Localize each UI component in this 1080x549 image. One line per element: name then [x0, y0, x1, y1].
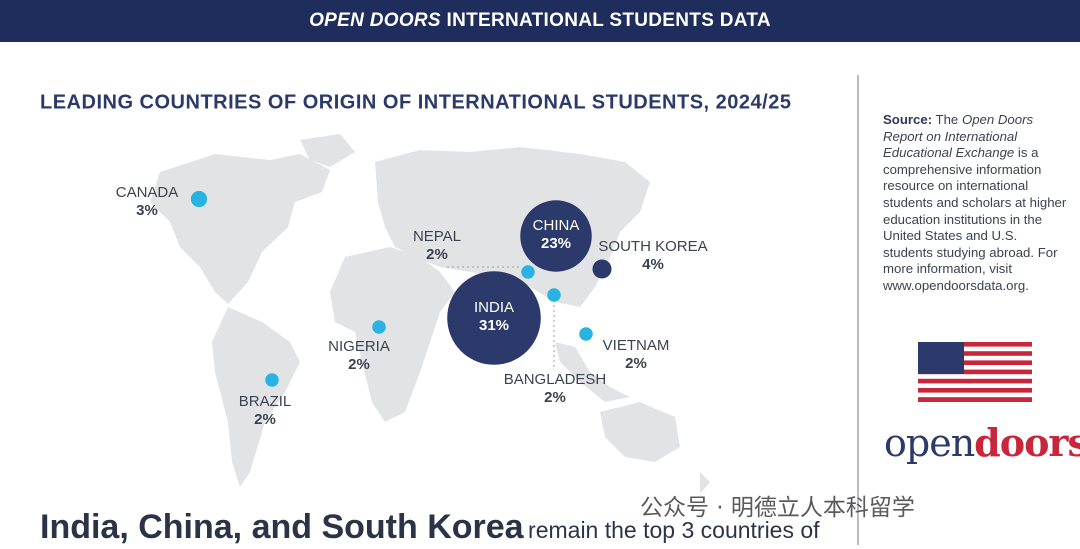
country-label: INDIA: [474, 299, 514, 316]
country-label: CANADA: [116, 184, 179, 201]
bubble: [521, 265, 535, 279]
source-note: Source: The Open Doors Report on Interna…: [883, 112, 1068, 295]
country-label: CHINA: [533, 217, 580, 234]
footer-text: remain the top 3 countries of: [528, 517, 820, 543]
watermark: 公众号 · 明德立人本科留学: [640, 495, 915, 521]
footer-bold: India, China, and South Korea: [40, 508, 524, 546]
value-label: 2%: [544, 389, 566, 406]
country-label: NIGERIA: [328, 338, 390, 355]
footer: India, China, and South Korea remain the…: [40, 508, 820, 547]
value-label: 2%: [625, 355, 647, 372]
divider: [857, 75, 859, 545]
header-italic: OPEN DOORS: [309, 10, 441, 31]
header: OPEN DOORS INTERNATIONAL STUDENTS DATA: [0, 0, 1080, 42]
value-label: 31%: [479, 317, 509, 334]
us-flag: [918, 342, 1032, 402]
value-label: 2%: [254, 411, 276, 428]
source-italic: Open Doors Report on International Educa…: [883, 112, 1034, 161]
value-label: 4%: [642, 256, 664, 273]
country-label: VIETNAM: [603, 337, 670, 354]
country-label: SOUTH KOREA: [598, 238, 707, 255]
bubble: [520, 200, 592, 272]
country-label: BRAZIL: [239, 393, 292, 410]
bubble: [547, 288, 561, 302]
value-label: 2%: [426, 246, 448, 263]
bubble: [447, 271, 541, 365]
value-label: 23%: [541, 235, 571, 252]
bubble: [592, 259, 612, 279]
logo-open: open: [884, 421, 975, 465]
bubble: [190, 190, 208, 208]
value-label: 3%: [136, 202, 158, 219]
country-label: BANGLADESH: [504, 371, 607, 388]
bubble: [579, 327, 593, 341]
logo-doors: doors: [974, 420, 1080, 465]
country-label: NEPAL: [413, 228, 461, 245]
header-title: INTERNATIONAL STUDENTS DATA: [446, 10, 771, 31]
chart-title: LEADING COUNTRIES OF ORIGIN OF INTERNATI…: [40, 91, 791, 113]
bubble-map: LEADING COUNTRIES OF ORIGIN OF INTERNATI…: [40, 91, 791, 494]
source-label: Source:: [883, 112, 933, 127]
bubble: [372, 320, 386, 334]
source-text: is a comprehensive information resource …: [883, 145, 1067, 293]
bubble: [265, 373, 279, 387]
world-map: [150, 134, 710, 494]
value-label: 2%: [348, 356, 370, 373]
logo: opendoors: [884, 420, 1080, 465]
source-text: The: [935, 112, 959, 127]
